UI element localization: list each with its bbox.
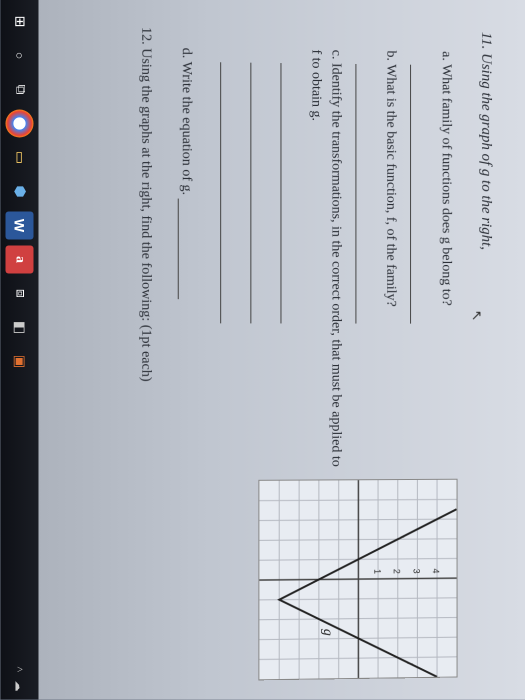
part-b: b. What is the basic function, f, of the… [381,50,400,467]
part-b-label: b. [384,50,399,61]
app-c-icon[interactable]: ▣ [6,348,34,376]
tray-chevron-icon[interactable]: ˄ [14,666,26,672]
part-d-label: d. [178,48,193,59]
ytick-3: 3 [411,569,421,574]
part-c-text: Identify the transformations, in the cor… [309,49,344,466]
part-d-text: Write the equation of g. [178,61,193,195]
blank-a [410,65,430,324]
part-c: c. Identify the transformations, in the … [306,49,345,467]
cloud-icon[interactable]: ☁ [13,681,26,692]
g-label: g [321,629,336,636]
app-b-icon[interactable]: ◧ [6,314,34,342]
blank-c3 [220,62,240,323]
dropbox-icon[interactable]: ⧈ [6,280,34,308]
chrome-icon[interactable] [6,110,34,138]
ytick-4: 4 [431,568,441,573]
question-11-heading: 11. Using the graph of g to the right, [477,32,494,677]
part-c-label: c. [328,50,343,60]
graph-g: 1 2 3 4 g [258,479,457,681]
blank-c2 [250,63,270,324]
part-b-text: What is the basic function, f, of the fa… [384,64,399,307]
question-12: 12. Using the graphs at the right, find … [137,27,153,682]
taskbar-right: ˄ ☁ [13,666,26,691]
part-a-label: a. [439,51,454,61]
blank-b [355,64,375,324]
cursor-icon: ↖ [467,310,484,322]
search-icon[interactable]: ○ [6,42,34,70]
ytick-1: 1 [372,569,382,574]
start-icon[interactable]: ⊞ [6,8,34,36]
q12-text: Using the graphs at the right, find the … [138,48,153,381]
y-axis [259,578,456,580]
taskbar: ⊞ ○ ⧉ ▭ ⬢ W a ⧈ ◧ ▣ ˄ ☁ [1,0,39,700]
part-a: a. What family of functions does g belon… [436,51,455,467]
blank-d [177,199,191,300]
task-view-icon[interactable]: ⧉ [6,76,34,104]
word-icon[interactable]: W [6,212,34,240]
graph-line [279,509,456,679]
ytick-2: 2 [392,569,402,574]
blank-c1 [280,63,300,323]
q11-main: Using the graph of g to the right, [478,53,494,250]
part-d: d. Write the equation of g. [177,48,193,682]
q11-number: 11. [478,32,494,50]
store-icon[interactable]: ⬢ [6,178,34,206]
file-explorer-icon[interactable]: ▭ [6,144,34,172]
part-a-text: What family of functions does g belong t… [439,64,454,306]
app-a-icon[interactable]: a [6,246,34,274]
q12-number: 12. [138,27,153,45]
